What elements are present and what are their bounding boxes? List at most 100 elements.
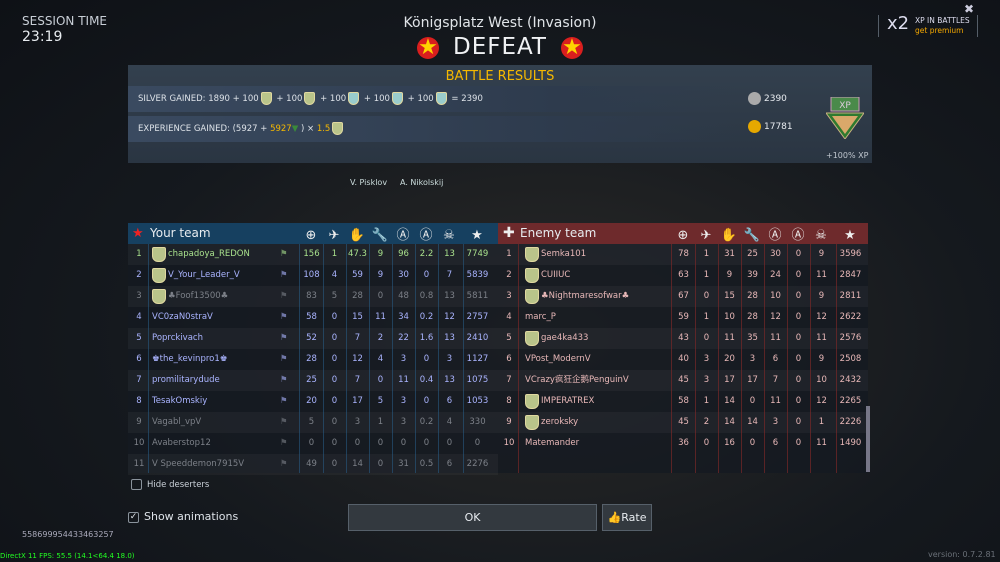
checkbox[interactable]: [131, 479, 142, 490]
player-row[interactable]: 9 Vagabl_vpV 5 0 3 1 3 0.2 4 330 ⚑: [128, 412, 498, 433]
xp-booster-icon: XP: [826, 97, 864, 139]
player-name[interactable]: ♣Foof13500♣: [168, 291, 229, 301]
player-row[interactable]: 11 V Speeddemon7915V 49 0 14 0 31 0.5 6 2276 ⚑: [128, 454, 498, 475]
session-time-label: SESSION TIME: [22, 14, 108, 28]
player-name[interactable]: VCrazy疯狂企鹅PenguinV: [525, 375, 629, 385]
stat-cell: 9: [818, 291, 825, 301]
column-divider: [694, 244, 696, 473]
stat-cell: 1053: [466, 396, 489, 406]
stat-cell: 96: [398, 249, 409, 259]
stat-cell: 14: [747, 417, 758, 427]
scrollbar[interactable]: [866, 406, 870, 472]
get-premium-link[interactable]: get premium: [915, 26, 964, 35]
stat-cell: 11: [770, 333, 781, 343]
rank-number: 9: [136, 417, 142, 427]
player-row[interactable]: 3 ♣Foof13500♣ 83 5 28 0 48 0.8 13 5811 ⚑: [128, 286, 498, 307]
rank-number: 4: [136, 312, 142, 322]
stat-cell: 3: [703, 375, 710, 385]
stat-cell: 22: [398, 333, 409, 343]
player-name[interactable]: ♣Nightmaresofwar♣: [541, 291, 630, 301]
stat-cell: 28: [306, 354, 317, 364]
stat-cell: 0: [795, 312, 802, 322]
player-row[interactable]: 10 Avaberstop12 0 0 0 0 0 0 0 0 ⚑: [128, 433, 498, 454]
player-name[interactable]: zeroksky: [541, 417, 579, 427]
stat-cell: 0: [703, 438, 710, 448]
player-name[interactable]: chapadoya_REDON: [168, 249, 250, 259]
stat-cell: 28: [747, 291, 758, 301]
player-name[interactable]: V Speeddemon7915V: [152, 459, 245, 469]
player-row[interactable]: 7 promilitarydude 25 0 7 0 11 0.4 13 1075 ⚑: [128, 370, 498, 391]
stat-cell: 83: [306, 291, 317, 301]
stat-cell: 1: [703, 270, 710, 280]
player-row[interactable]: 9 zeroksky 45 2 14 14 3 0 1 2226: [498, 412, 868, 433]
player-name[interactable]: Matemander: [525, 438, 580, 448]
thumbs-up-icon: 👍: [607, 511, 622, 524]
column-divider: [368, 244, 370, 473]
player-name[interactable]: VPost_ModernV: [525, 354, 591, 364]
stat-cell: 0: [446, 438, 453, 448]
player-name[interactable]: VC0zaN0straV: [152, 312, 213, 322]
column-divider: [148, 244, 149, 473]
player-name[interactable]: V_Your_Leader_V: [168, 270, 240, 280]
player-name[interactable]: CUIIUC: [541, 270, 571, 280]
stat-cell: 28: [747, 312, 758, 322]
rate-button[interactable]: 👍Rate: [602, 504, 652, 531]
player-row[interactable]: 5 gae4ka433 43 0 11 35 11 0 11 2576: [498, 328, 868, 349]
player-row[interactable]: 4 marc_P 59 1 10 28 12 0 12 2622: [498, 307, 868, 328]
stat-cell: 10: [770, 291, 781, 301]
skull-icon: ☠: [815, 228, 827, 243]
player-row[interactable]: 2 V_Your_Leader_V 108 4 59 9 30 0 7 5839 ⚑: [128, 265, 498, 286]
player-row[interactable]: 8 IMPERATREX 58 1 14 0 11 0 12 2265: [498, 391, 868, 412]
stat-cell: 0: [331, 333, 338, 343]
stat-cell: 1: [377, 417, 384, 427]
stat-cell: 59: [352, 270, 363, 280]
show-animations-checkbox[interactable]: ✓ Show animations: [128, 510, 238, 523]
column-divider: [835, 244, 837, 473]
player-name[interactable]: marc_P: [525, 312, 556, 322]
stat-cell: 6: [446, 459, 453, 469]
rank-number: 1: [506, 249, 512, 259]
player-name[interactable]: Vagabl_vpV: [152, 417, 202, 427]
stat-cell: 9: [726, 270, 733, 280]
player-row[interactable]: 1 Semka101 78 1 31 25 30 0 9 3596: [498, 244, 868, 265]
player-name[interactable]: ♚the_kevinpro1♚: [152, 354, 228, 364]
stat-cell: 3: [354, 417, 361, 427]
player-name[interactable]: Semka101: [541, 249, 587, 259]
player-name[interactable]: Avaberstop12: [152, 438, 211, 448]
player-row[interactable]: 8 TesakOmskiy 20 0 17 5 3 0 6 1053 ⚑: [128, 391, 498, 412]
stat-cell: 4: [377, 354, 384, 364]
stat-cell: 11: [770, 396, 781, 406]
player-name[interactable]: gae4ka433: [541, 333, 589, 343]
stat-cell: 1490: [839, 438, 862, 448]
player-row[interactable]: 10 Matemander 36 0 16 0 6 0 11 1490: [498, 433, 868, 454]
player-row[interactable]: 2 CUIIUC 63 1 9 39 24 0 11 2847: [498, 265, 868, 286]
stat-cell: 78: [678, 249, 689, 259]
player-row[interactable]: 7 VCrazy疯狂企鹅PenguinV 45 3 17 17 7 0 10 2432: [498, 370, 868, 391]
balkenkreuz-icon: ✚: [503, 225, 515, 241]
rank-number: 5: [506, 333, 512, 343]
player-name[interactable]: IMPERATREX: [541, 396, 595, 406]
premium-banner[interactable]: x2 XP IN BATTLES get premium: [878, 13, 978, 37]
rank-number: 2: [506, 270, 512, 280]
player-row[interactable]: 5 Poprckivach 52 0 7 2 22 1.6 13 2410 ⚑: [128, 328, 498, 349]
stat-cell: 2847: [839, 270, 862, 280]
close-icon[interactable]: ✖: [964, 2, 975, 16]
player-row[interactable]: 6 VPost_ModernV 40 3 20 3 6 0 9 2508: [498, 349, 868, 370]
player-row[interactable]: 3 ♣Nightmaresofwar♣ 67 0 15 28 10 0 9 2811: [498, 286, 868, 307]
silver-label: SILVER GAINED:: [138, 94, 206, 104]
player-name[interactable]: TesakOmskiy: [152, 396, 208, 406]
hide-deserters-checkbox[interactable]: Hide deserters: [131, 479, 209, 490]
player-name[interactable]: promilitarydude: [152, 375, 220, 385]
player-row[interactable]: 4 VC0zaN0straV 58 0 15 11 34 0.2 12 2757 ⚑: [128, 307, 498, 328]
player-row[interactable]: 6 ♚the_kevinpro1♚ 28 0 12 4 3 0 3 1127 ⚑: [128, 349, 498, 370]
vehicle-flag-icon: ⚑: [280, 438, 288, 448]
stat-cell: 0.4: [419, 375, 434, 385]
checkbox-checked[interactable]: ✓: [128, 511, 139, 523]
player-name[interactable]: Poprckivach: [152, 333, 203, 343]
stat-cell: 9: [377, 249, 384, 259]
rank-number: 10: [133, 438, 145, 448]
player-row[interactable]: 1 chapadoya_REDON 156 1 47.3 9 96 2.2 13 7749 ⚑: [128, 244, 498, 265]
ok-button[interactable]: OK: [348, 504, 597, 531]
stat-cell: 1: [703, 396, 710, 406]
rank-number: 8: [506, 396, 512, 406]
